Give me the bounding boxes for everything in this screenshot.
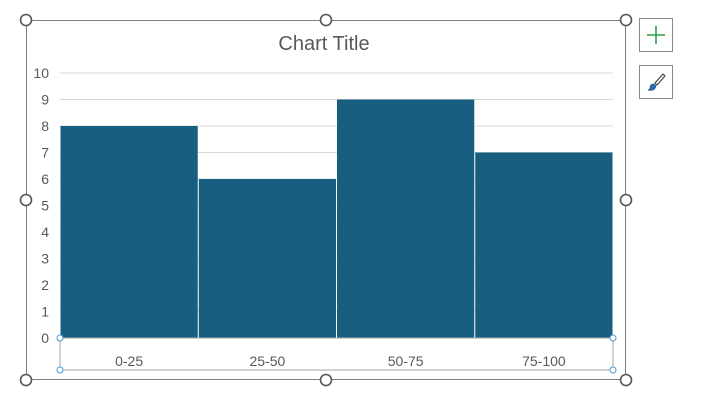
resize-handle-middle-left: [19, 193, 33, 207]
bar-0-25[interactable]: [60, 126, 198, 338]
resize-handle-top-right: [619, 13, 633, 27]
chart-elements-button[interactable]: [639, 18, 673, 52]
x-axis-selection-handles[interactable]: [56, 334, 617, 374]
y-tick-label: 10: [33, 65, 49, 81]
y-tick-label: 4: [41, 224, 49, 240]
x-tick-label: 75-100: [522, 353, 566, 369]
x-tick-label: 0-25: [115, 353, 143, 369]
plus-icon: [647, 26, 665, 44]
resize-handles[interactable]: [19, 13, 633, 387]
paintbrush-icon: [647, 73, 666, 91]
x-axis-selection-box[interactable]: [59, 337, 614, 371]
y-tick-label: 1: [41, 304, 49, 320]
resize-handle-bottom-right: [619, 373, 633, 387]
y-tick-label: 2: [41, 277, 49, 293]
resize-handle-top-middle: [319, 13, 333, 27]
bar-50-75[interactable]: [337, 99, 475, 339]
y-tick-label: 8: [41, 118, 49, 134]
y-tick-label: 0: [41, 330, 49, 346]
y-tick-label: 7: [41, 145, 49, 161]
bar-25-50[interactable]: [198, 179, 336, 338]
bar-75-100[interactable]: [475, 152, 613, 339]
resize-handle-middle-right: [619, 193, 633, 207]
y-tick-label: 6: [41, 171, 49, 187]
y-tick-label: 5: [41, 198, 49, 214]
y-tick-label: 9: [41, 92, 49, 108]
chart-title[interactable]: Chart Title: [278, 33, 369, 55]
chart-styles-button[interactable]: [639, 65, 673, 99]
x-axis-tick-labels: 0-25 25-50 50-75 75-100: [115, 353, 566, 369]
resize-handle-bottom-middle: [319, 373, 333, 387]
resize-handle-bottom-left: [19, 373, 33, 387]
y-axis-tick-labels: 0 1 2 3 4 5 6 7 8 9 10: [33, 65, 49, 346]
bars: [60, 99, 613, 339]
x-tick-label: 50-75: [388, 353, 424, 369]
x-tick-label: 25-50: [249, 353, 285, 369]
resize-handle-top-left: [19, 13, 33, 27]
y-tick-label: 3: [41, 251, 49, 267]
